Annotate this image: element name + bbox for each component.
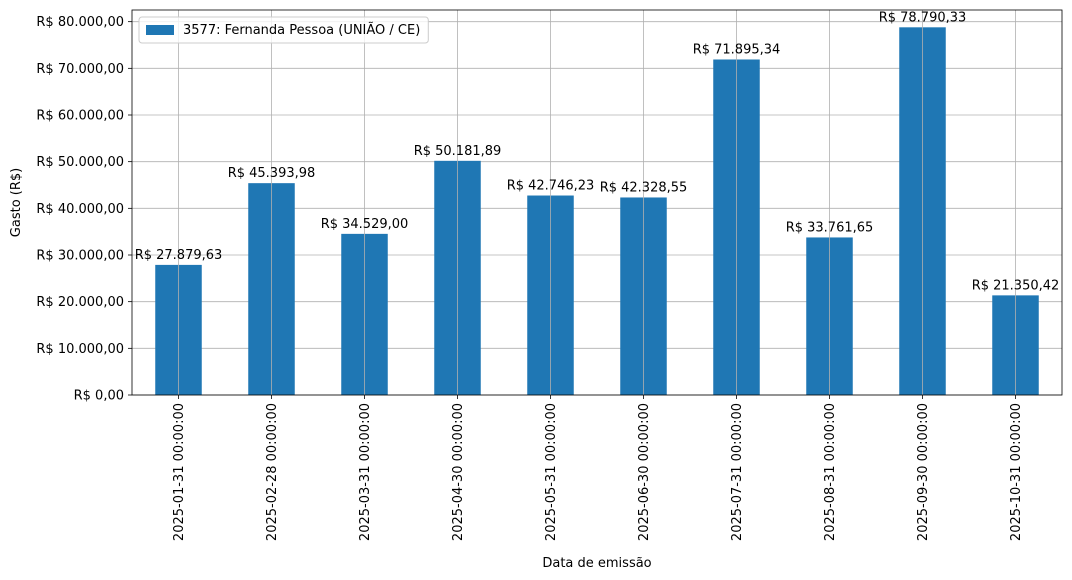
x-tick-label: 2025-04-30 00:00:00 — [451, 403, 466, 541]
data-labels: R$ 27.879,63 R$ 45.393,98 R$ 34.529,00 R$ 5… — [135, 10, 1060, 293]
x-tick-label: 2025-05-31 00:00:00 — [544, 403, 559, 541]
bar-value-label: R$ 42.746,23 — [507, 179, 595, 194]
y-tick-label: R$ 40.000,00 — [36, 202, 124, 217]
bar-value-label: R$ 34.529,00 — [321, 217, 409, 232]
y-tick-label: R$ 10.000,00 — [36, 342, 124, 357]
y-tick-label: R$ 50.000,00 — [36, 155, 124, 170]
x-tick-label: 2025-09-30 00:00:00 — [916, 403, 931, 541]
bar-value-label: R$ 50.181,89 — [414, 144, 502, 159]
bar-value-label: R$ 33.761,65 — [786, 220, 874, 235]
legend-box — [138, 16, 429, 44]
x-tick-label: 2025-07-31 00:00:00 — [730, 403, 745, 541]
bar-value-label: R$ 78.790,33 — [879, 10, 967, 25]
legend-swatch — [146, 25, 174, 35]
legend-label: 3577: Fernanda Pessoa (UNIÃO / CE) — [183, 22, 420, 38]
y-tick-label: R$ 30.000,00 — [36, 249, 124, 264]
y-tick-label: R$ 0,00 — [74, 389, 124, 404]
bar-value-label: R$ 45.393,98 — [228, 166, 316, 181]
bar-layer — [155, 27, 1039, 396]
x-tick-label: 2025-10-31 00:00:00 — [1009, 403, 1024, 541]
legend: 3577: Fernanda Pessoa (UNIÃO / CE) — [138, 16, 429, 44]
x-tick-label: 2025-03-31 00:00:00 — [358, 403, 373, 541]
x-tick-label: 2025-06-30 00:00:00 — [637, 403, 652, 541]
y-tick-label: R$ 20.000,00 — [36, 295, 124, 310]
plot-border — [131, 9, 1063, 396]
x-axis-ticks: 2025-01-31 00:00:00 2025-02-28 00:00:00 20… — [172, 395, 1024, 541]
y-tick-label: R$ 80.000,00 — [36, 15, 124, 30]
y-tick-label: R$ 60.000,00 — [36, 109, 124, 124]
bar-value-label: R$ 27.879,63 — [135, 248, 223, 263]
bar-value-label: R$ 71.895,34 — [693, 42, 781, 57]
y-axis-title: Gasto (R$) — [9, 168, 24, 237]
x-tick-label: 2025-08-31 00:00:00 — [823, 403, 838, 541]
x-tick-label: 2025-01-31 00:00:00 — [172, 403, 187, 541]
x-axis-title: Data de emissão — [542, 556, 651, 571]
bar-value-label: R$ 42.328,55 — [600, 180, 688, 195]
y-axis-ticks: R$ 0,00 R$ 10.000,00 R$ 20.000,00 R$ 30.000… — [36, 15, 132, 404]
y-tick-label: R$ 70.000,00 — [36, 62, 124, 77]
bar-value-label: R$ 21.350,42 — [972, 278, 1060, 293]
vertical-grid-layer — [178, 10, 1016, 395]
plot-frame — [131, 9, 1063, 396]
x-tick-label: 2025-02-28 00:00:00 — [265, 403, 280, 541]
